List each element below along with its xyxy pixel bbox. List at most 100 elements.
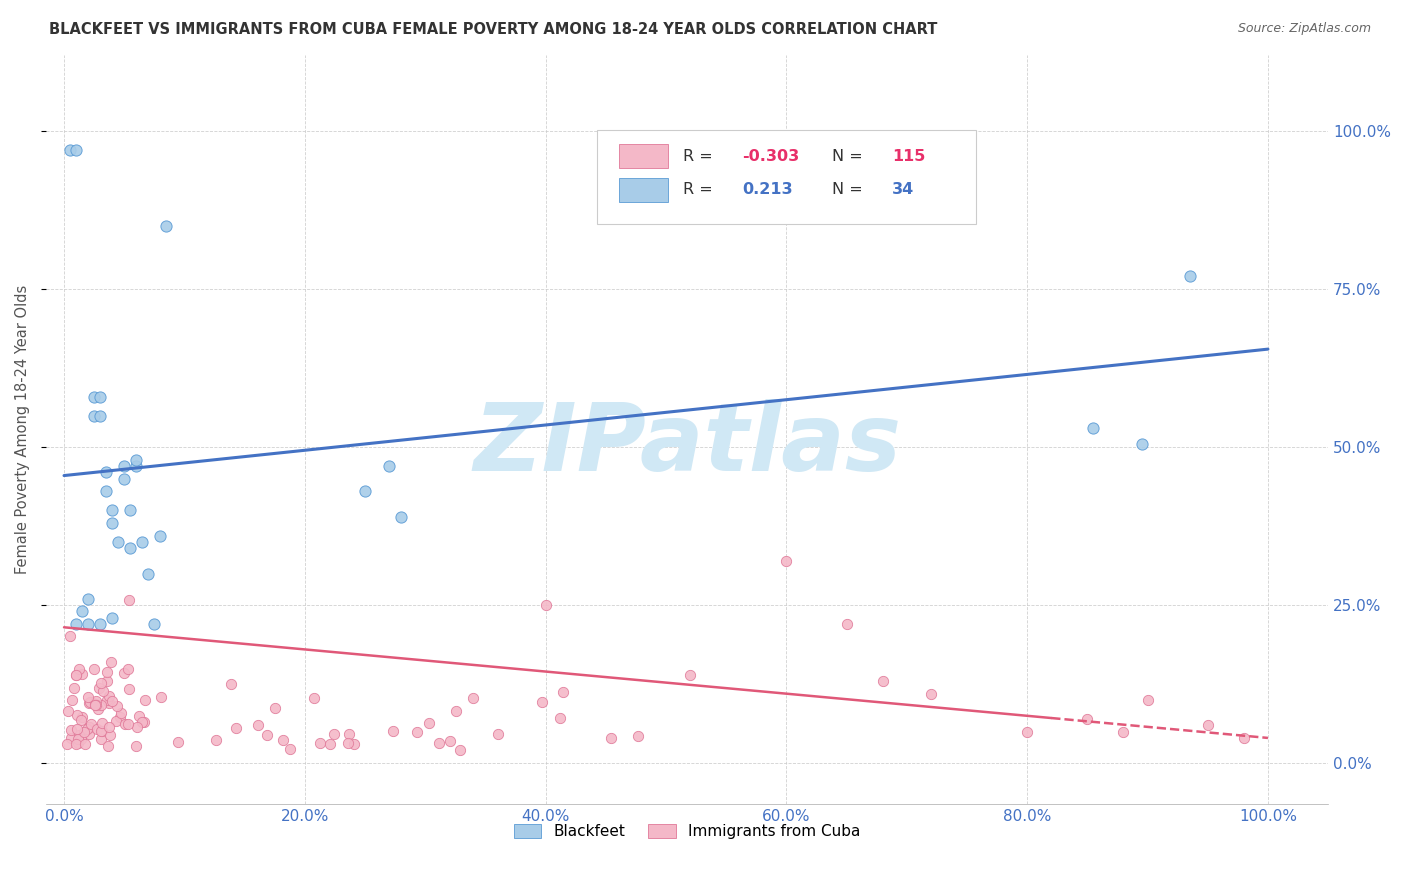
- Point: [83, 698, 105, 713]
- Point: [271, 732, 294, 747]
- Point: [117, 662, 139, 676]
- Point: [65, 617, 87, 632]
- Point: [125, 459, 148, 474]
- Point: [72, 710, 94, 724]
- Point: [418, 715, 440, 730]
- Point: [1197, 718, 1219, 732]
- Point: [87, 681, 110, 695]
- Point: [87, 702, 110, 716]
- Point: [83, 409, 105, 423]
- Point: [67, 728, 90, 742]
- Point: [59, 723, 82, 737]
- Point: [89, 617, 111, 632]
- Point: [278, 742, 301, 756]
- Point: [86, 698, 108, 712]
- Point: [149, 528, 172, 542]
- Point: [65, 737, 87, 751]
- Point: [96, 693, 118, 707]
- Point: [101, 516, 124, 530]
- Point: [131, 714, 153, 729]
- Point: [107, 535, 129, 549]
- FancyBboxPatch shape: [598, 130, 976, 224]
- Point: [89, 409, 111, 423]
- Point: [118, 593, 141, 607]
- Point: [920, 687, 942, 701]
- Point: [120, 541, 142, 556]
- Point: [86, 723, 108, 737]
- Point: [389, 509, 412, 524]
- Point: [309, 736, 332, 750]
- Point: [90, 724, 112, 739]
- Point: [96, 673, 118, 688]
- Point: [302, 690, 325, 705]
- Point: [77, 726, 100, 740]
- Point: [835, 617, 858, 632]
- Point: [406, 725, 429, 739]
- Point: [1233, 731, 1256, 745]
- Point: [79, 720, 101, 734]
- Point: [155, 219, 177, 233]
- Text: Source: ZipAtlas.com: Source: ZipAtlas.com: [1237, 22, 1371, 36]
- Point: [486, 727, 509, 741]
- Point: [89, 390, 111, 404]
- Point: [343, 737, 366, 751]
- Legend: Blackfeet, Immigrants from Cuba: Blackfeet, Immigrants from Cuba: [508, 818, 866, 846]
- Point: [112, 666, 135, 681]
- Point: [76, 690, 98, 704]
- Point: [167, 735, 190, 749]
- Point: [79, 695, 101, 709]
- Point: [65, 668, 87, 682]
- Point: [98, 696, 121, 710]
- Point: [132, 715, 155, 730]
- Point: [319, 737, 342, 751]
- Point: [80, 717, 103, 731]
- Point: [219, 677, 242, 691]
- Point: [98, 728, 121, 742]
- Point: [84, 694, 107, 708]
- Point: [150, 690, 173, 704]
- Point: [1017, 724, 1039, 739]
- Point: [63, 681, 86, 695]
- Point: [73, 725, 96, 739]
- Point: [101, 611, 124, 625]
- Point: [67, 732, 90, 747]
- Point: [90, 698, 112, 712]
- Point: [143, 617, 166, 632]
- Point: [112, 472, 135, 486]
- Point: [1136, 693, 1159, 707]
- Point: [131, 535, 153, 549]
- Point: [91, 716, 114, 731]
- Point: [439, 733, 461, 747]
- Point: [204, 732, 226, 747]
- Point: [66, 722, 89, 736]
- Point: [69, 662, 91, 676]
- Point: [96, 484, 118, 499]
- Point: [626, 729, 648, 743]
- Point: [247, 718, 270, 732]
- Point: [75, 737, 97, 751]
- Point: [444, 704, 467, 718]
- Text: 34: 34: [893, 183, 914, 197]
- Point: [256, 728, 278, 742]
- Point: [83, 390, 105, 404]
- Bar: [619, 145, 668, 169]
- Point: [101, 694, 124, 708]
- Point: [69, 732, 91, 747]
- Point: [100, 655, 122, 669]
- Point: [120, 503, 142, 517]
- Point: [322, 727, 344, 741]
- Point: [70, 666, 93, 681]
- Point: [65, 143, 87, 157]
- Point: [1112, 724, 1135, 739]
- Point: [101, 503, 124, 517]
- Point: [1178, 269, 1201, 284]
- Point: [551, 685, 574, 699]
- Point: [1076, 712, 1098, 726]
- Point: [96, 466, 118, 480]
- Point: [76, 723, 98, 737]
- Point: [58, 704, 80, 718]
- Point: [67, 736, 90, 750]
- Point: [84, 697, 107, 711]
- Point: [70, 605, 93, 619]
- Point: [59, 143, 82, 157]
